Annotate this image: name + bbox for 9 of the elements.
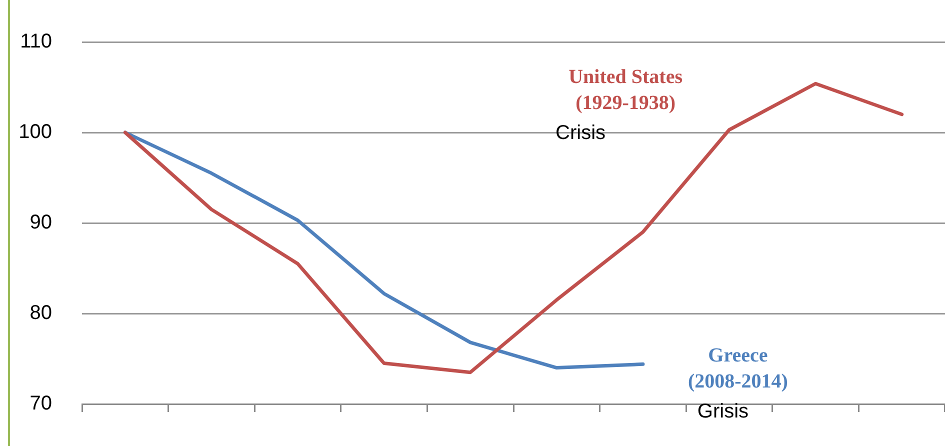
text: Greece (2008-2014) [688, 344, 788, 392]
y-tick-label: 70 [30, 392, 52, 415]
y-tick-label: 110 [20, 30, 52, 53]
annotation: Grisis [697, 400, 749, 423]
y-tick-label: 100 [18, 121, 52, 144]
text: United States (1929-1938) [568, 66, 683, 114]
y-tick-label: 90 [30, 212, 52, 234]
annotation: Crisis [556, 122, 606, 144]
y-tick-label: 80 [30, 302, 52, 324]
